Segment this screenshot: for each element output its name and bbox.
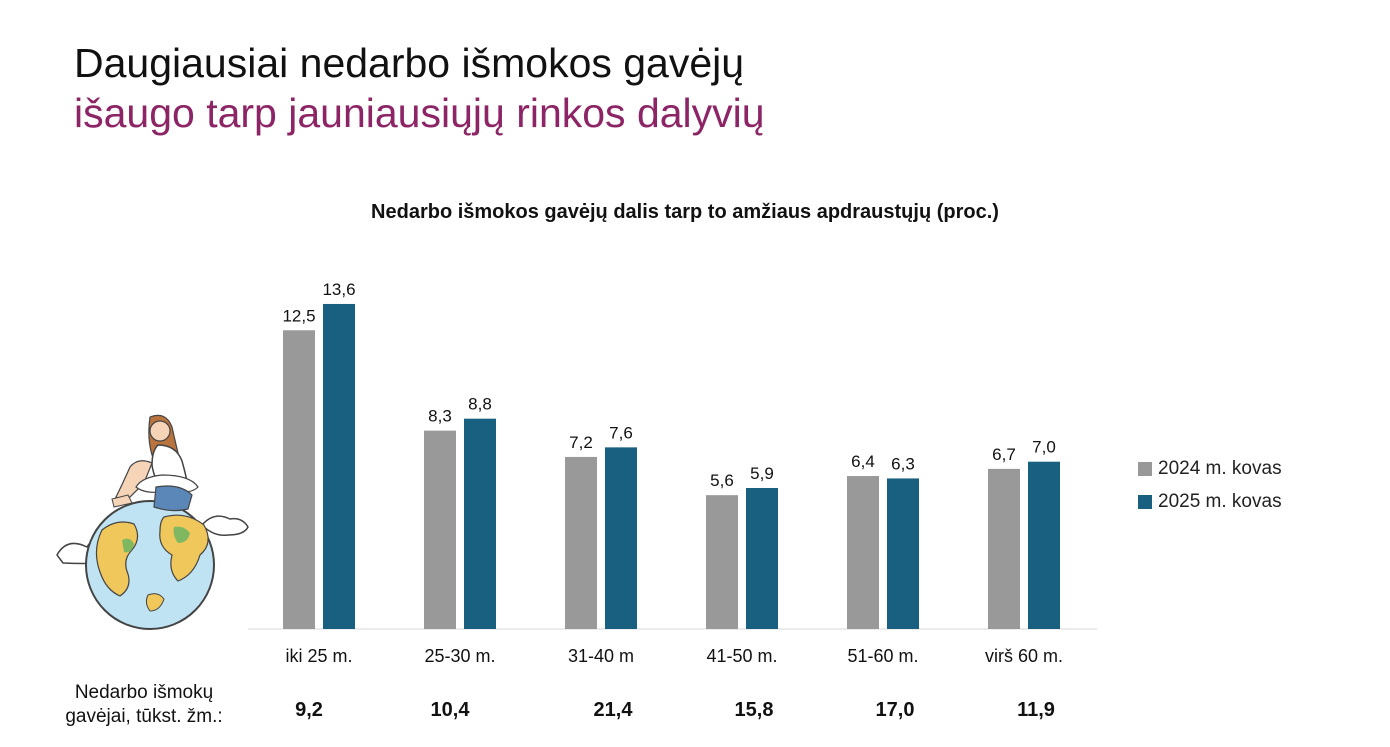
x-tick-label-41-50-m: 41-50 m. — [706, 646, 777, 666]
data-label-2024-41-50-m: 5,6 — [710, 471, 734, 490]
legend-label-2024: 2024 m. kovas — [1158, 457, 1282, 479]
headline-line-2: išaugo tarp jauniausiųjų rinkos dalyvių — [74, 90, 765, 136]
recipients-value-vir-60-m: 11,9 — [1017, 699, 1055, 721]
data-label-2025-25-30-m: 8,8 — [468, 395, 492, 414]
bar-2025-25-30-m — [464, 418, 496, 629]
data-label-2025-vir-60-m: 7,0 — [1032, 438, 1056, 457]
recipients-value-41-50-m: 15,8 — [735, 699, 774, 721]
bar-2024-iki-25-m — [283, 330, 315, 629]
woman-sitting-on-globe-icon — [56, 414, 249, 630]
bar-2025-31-40-m — [605, 447, 637, 629]
x-tick-label-25-30-m: 25-30 m. — [424, 646, 495, 666]
data-label-2024-vir-60-m: 6,7 — [992, 445, 1016, 464]
recipients-row-label: Nedarbo išmokų gavėjai, tūkst. žm.: — [44, 681, 244, 729]
bar-2024-41-50-m — [706, 495, 738, 629]
legend-swatch-2024 — [1138, 461, 1152, 476]
data-label-2025-51-60-m: 6,3 — [891, 454, 915, 473]
legend-item-2025: 2025 m. kovas — [1138, 485, 1282, 518]
bar-2024-31-40-m — [565, 456, 597, 629]
data-label-2024-31-40-m: 7,2 — [569, 433, 593, 452]
legend-item-2024: 2024 m. kovas — [1138, 452, 1282, 485]
recipients-value-51-60-m: 17,0 — [876, 699, 915, 721]
legend-swatch-2025 — [1138, 494, 1152, 509]
chart-title: Nedarbo išmokos gavėjų dalis tarp to amž… — [371, 201, 999, 223]
bar-2025-vir-60-m — [1028, 461, 1060, 629]
recipients-value-25-30-m: 10,4 — [431, 699, 471, 721]
data-label-2025-iki-25-m: 13,6 — [322, 280, 355, 299]
x-tick-label-51-60-m: 51-60 m. — [847, 646, 918, 666]
bar-2024-vir-60-m — [988, 468, 1020, 629]
x-tick-label-31-40-m: 31-40 m — [568, 646, 634, 666]
data-label-2024-51-60-m: 6,4 — [851, 452, 875, 471]
bar-2025-51-60-m — [887, 478, 919, 629]
recipients-label-line-2: gavėjai, tūkst. žm.: — [65, 706, 223, 727]
headline: Daugiausiai nedarbo išmokos gavėjų išaug… — [74, 38, 765, 138]
x-tick-label-vir-60-m: virš 60 m. — [985, 646, 1063, 666]
recipients-label-line-1: Nedarbo išmokų — [74, 682, 214, 703]
recipients-value-iki-25-m: 9,2 — [295, 699, 323, 721]
bar-2025-41-50-m — [746, 487, 778, 629]
headline-line-1: Daugiausiai nedarbo išmokos gavėjų — [74, 40, 745, 86]
data-label-2024-25-30-m: 8,3 — [428, 407, 452, 426]
data-label-2025-41-50-m: 5,9 — [750, 464, 774, 483]
chart-legend: 2024 m. kovas 2025 m. kovas — [1138, 452, 1282, 518]
bar-2025-iki-25-m — [323, 303, 355, 629]
bar-2024-51-60-m — [847, 476, 879, 629]
data-label-2025-31-40-m: 7,6 — [609, 423, 633, 442]
x-tick-label-iki-25-m: iki 25 m. — [285, 646, 352, 666]
bar-2024-25-30-m — [424, 430, 456, 629]
recipients-value-31-40-m: 21,4 — [594, 699, 634, 721]
legend-label-2025: 2025 m. kovas — [1158, 490, 1282, 512]
data-label-2024-iki-25-m: 12,5 — [282, 306, 315, 325]
